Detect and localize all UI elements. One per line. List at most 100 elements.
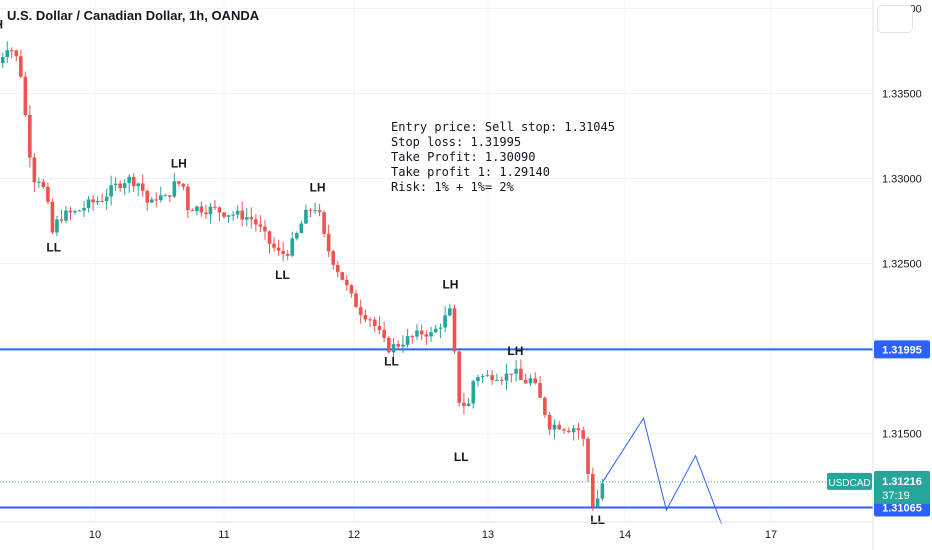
candle-up [415,330,419,337]
note-entry-line: Entry price: Sell stop: 1.31045 [391,120,615,134]
candle-down [419,330,424,335]
candle-up [514,368,518,374]
time-axis[interactable]: 10 11 12 13 14 17 [89,529,777,541]
candle-down [267,231,272,244]
candle-down [372,319,377,326]
candle-up [158,195,163,201]
price-tick-label: 1.33500 [882,89,922,101]
candle-up [149,199,154,203]
time-tick-label: 12 [348,529,360,541]
candle-down [567,430,571,433]
candle-down [46,186,50,202]
candle-down [190,210,195,212]
candle-down [317,210,322,213]
swing-label-lh: LH [310,181,326,195]
candle-down [349,285,354,294]
grid-lines [0,0,873,522]
swing-label-lh: LH [442,277,458,291]
note-risk-line: Risk: 1% + 1%= 2% [391,180,514,194]
candle-down [462,402,466,406]
candle-up [0,57,5,64]
candle-down [519,368,523,380]
projection-zigzag-line [602,417,722,524]
note-stop-loss-line: Stop loss: 1.31995 [391,135,522,149]
candle-down [387,337,391,353]
swing-label-lh: LH [171,157,187,171]
candle-up [122,183,127,189]
candle-up [600,483,605,499]
candle-down [131,176,136,187]
candle-up [95,200,100,203]
candle-down [168,195,172,197]
projection-path[interactable] [602,417,722,524]
candle-down [345,279,349,286]
candle-up [127,176,131,184]
candle-up [77,210,82,212]
candle-up [208,206,213,215]
candles [0,41,605,512]
candle-down [543,397,547,415]
candle-down [59,219,64,221]
candle-down [204,212,208,215]
current-price-label: 1.31216 [882,476,922,488]
candle-down [457,351,461,403]
candle-up [495,379,499,381]
candle-down [154,199,159,201]
candle-up [235,210,240,215]
candle-up [304,209,308,224]
candle-down [50,201,55,233]
candle-down [557,424,562,430]
candle-up [401,344,405,347]
candle-up [5,50,10,58]
candle-down [308,209,313,211]
symbol-label: USDCAD [828,478,870,489]
candle-up [86,199,91,208]
chart-settings-button[interactable] [877,5,913,33]
time-tick-label: 14 [619,529,631,541]
candle-up [231,214,235,216]
candle-down [538,383,542,398]
price-tick-label: 1.32500 [882,259,922,271]
swing-label-ll: LL [384,355,399,369]
time-tick-label: 11 [218,529,229,541]
candle-down [41,181,46,187]
candle-down [181,183,186,187]
candle-down [9,50,14,52]
candle-up [136,183,141,187]
horizontal-levels[interactable] [0,348,873,509]
candle-up [64,210,68,221]
candle-down [240,210,244,220]
candle-down [331,251,335,265]
candle-up [429,332,433,337]
candle-down [254,219,258,225]
current-price-tag [874,470,930,504]
swing-label-lh: LH [507,344,523,358]
trade-plan-note[interactable]: Entry price: Sell stop: 1.31045 Stop los… [391,120,615,195]
candle-down [91,199,95,203]
candle-down [272,243,276,248]
level-price-label: 1.31995 [882,344,922,356]
candle-down [145,190,150,203]
candle-down [424,334,429,337]
candle-down [32,157,37,183]
swing-label-ll: LL [275,268,290,282]
candle-up [405,336,410,345]
candle-down [199,206,204,213]
candle-up [109,185,113,197]
candle-up [476,377,480,382]
candle-down [335,264,340,273]
candle-down [452,308,457,352]
candle-down [285,253,290,256]
candle-up [471,381,476,404]
candle-up [244,217,249,220]
candle-down [222,212,226,217]
level-price-label: 1.31065 [882,503,922,515]
candle-down [322,212,326,234]
candle-down [363,314,368,320]
symbol-tag [827,472,872,490]
candle-up [82,207,86,211]
candle-up [172,181,177,197]
candle-up [443,315,447,328]
